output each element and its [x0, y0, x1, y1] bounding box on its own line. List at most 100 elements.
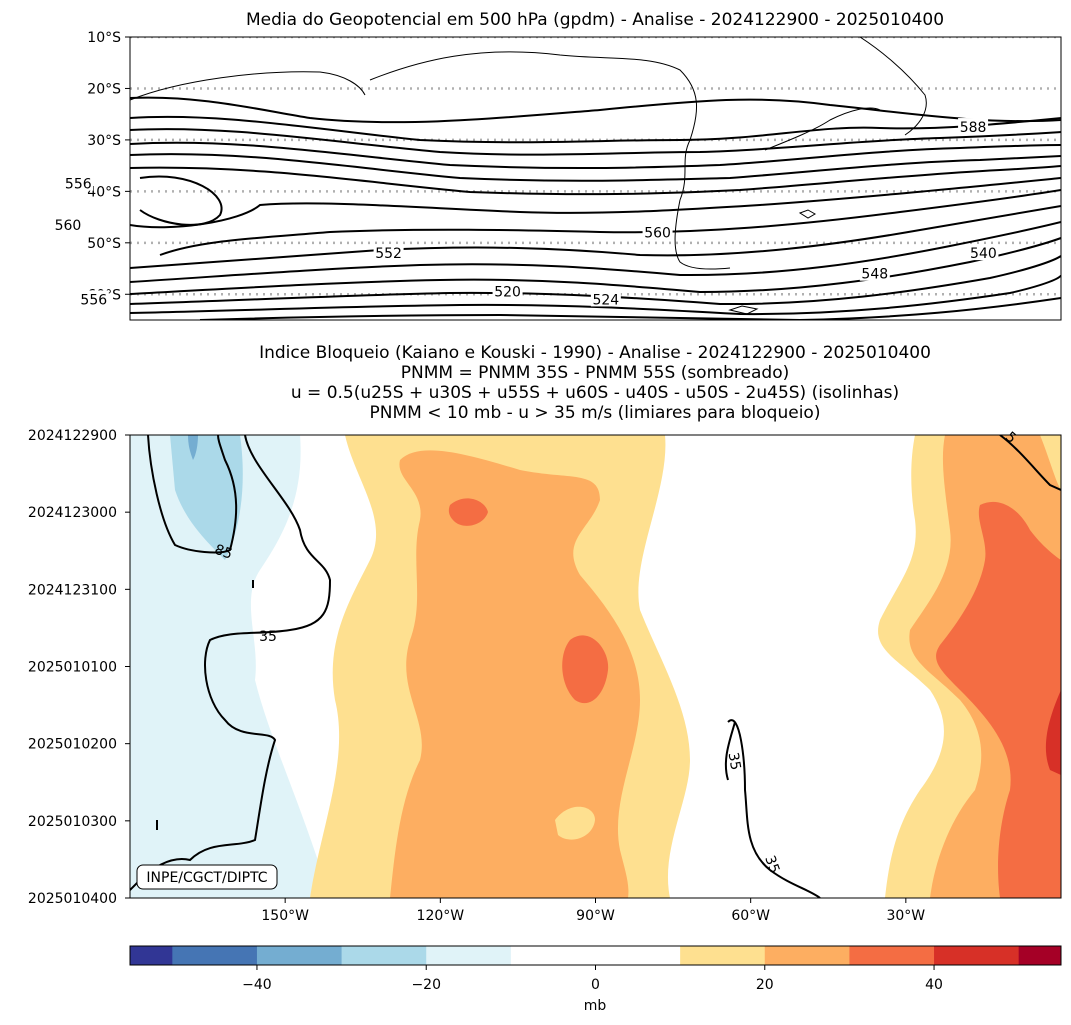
colorbar-segment	[172, 946, 258, 965]
contour-label: 556	[65, 177, 92, 193]
contour-label-bg	[968, 244, 999, 261]
y-tick-label: 2024122900	[28, 428, 117, 444]
shade-red-patch	[562, 635, 609, 704]
geopotential-map: 10°S20°S30°S40°S50°S60°S 588556560560552…	[52, 30, 1062, 321]
hovmoller-y-axis: 2024122900 2024123000 2024123100 2025010100…	[28, 428, 130, 907]
contour-label-bg	[373, 244, 404, 261]
contour-line	[130, 141, 1061, 170]
contour-label-bg	[958, 118, 989, 135]
contour-line	[130, 274, 1061, 316]
contour-line	[130, 237, 1061, 295]
contour-label: 524	[592, 292, 619, 308]
y-tick-label: 30°S	[87, 133, 121, 149]
contour-label: 540	[970, 246, 997, 262]
hovmoller-title-line-2: PNMM = PNMM 35S - PNMM 55S (sombreado)	[400, 363, 790, 383]
contour-label-bg	[859, 264, 890, 281]
contour-line	[130, 165, 1061, 196]
y-tick-label: 2025010400	[28, 891, 117, 907]
shade-light-blue	[130, 435, 330, 898]
hovmoller-title: Indice Bloqueio (Kaiano e Kouski - 1990)…	[0, 343, 1071, 423]
colorbar-segment	[849, 946, 935, 965]
contour-label: 520	[494, 285, 521, 301]
isoline-35-left	[130, 435, 332, 891]
isoline-5-right	[999, 435, 1061, 491]
colorbar: −40 −20 0 20 40	[129, 945, 1062, 993]
colorbar-segment	[341, 946, 427, 965]
contour-line	[130, 128, 1061, 156]
colorbar-tick-label: 20	[756, 977, 774, 993]
contour-line	[130, 153, 1061, 182]
contour-label: 560	[55, 218, 82, 234]
y-tick-label: 2024123100	[28, 582, 117, 598]
contour-label-bg	[642, 223, 673, 240]
isoline-35-mid-2	[724, 721, 736, 781]
isoline-35-mid	[727, 719, 821, 898]
geopotential-contours	[130, 96, 1061, 320]
colorbar-tick-label: −40	[242, 977, 272, 993]
y-tick-label: 2025010300	[28, 814, 117, 830]
isoline-label: 35	[761, 854, 782, 876]
blocking-index-hovmoller: 2024122900 2024123000 2024123100 2025010100…	[28, 428, 1062, 924]
hovmoller-x-axis: 150°W 120°W 90°W 60°W 30°W	[261, 898, 925, 924]
isoline-label: 85	[212, 542, 234, 563]
shade-blue-core	[188, 435, 198, 460]
y-tick-label: 50°S	[87, 236, 121, 252]
contour-label: 548	[861, 267, 888, 283]
isoline-85	[147, 435, 238, 554]
hovmoller-content	[130, 435, 1061, 898]
y-tick-label: 2025010200	[28, 737, 117, 753]
y-tick-label: 10°S	[87, 30, 121, 46]
contour-line	[130, 177, 1061, 229]
colorbar-segment	[764, 946, 850, 965]
shade-red-right	[936, 501, 1061, 898]
y-tick-label: 2025010100	[28, 660, 117, 676]
colorbar-segment	[256, 946, 343, 965]
annotation-text: INPE/CGCT/DIPTC	[146, 870, 267, 886]
x-tick-label: 60°W	[731, 908, 770, 924]
contour-line	[199, 297, 1061, 320]
shade-yellow-island	[555, 806, 595, 840]
contour-line	[159, 189, 1061, 256]
latitude-gridlines	[130, 37, 1061, 296]
colorbar-tick-label: 40	[925, 977, 943, 993]
island-falklands	[798, 209, 817, 219]
x-tick-label: 90°W	[576, 908, 615, 924]
geopotential-contour-labels: 588 556 560 560 552 556 520 524 548 540	[52, 118, 999, 308]
contour-line	[130, 115, 1061, 144]
colorbar-segment	[130, 946, 173, 965]
contour-label-bg	[492, 282, 523, 299]
y-tick-label: 20°S	[87, 81, 121, 97]
wind-isolines	[130, 435, 1061, 898]
shade-mid-blue	[170, 435, 243, 560]
colorbar-tick-label: 0	[591, 977, 600, 993]
hovmoller-title-line-4: PNMM < 10 mb - u > 35 m/s (limiares para…	[369, 403, 821, 423]
contour-label: 560	[644, 226, 671, 242]
shade-red-patch	[448, 498, 488, 526]
contour-label-bg	[52, 215, 83, 232]
colorbar-tick-label: −20	[411, 977, 441, 993]
x-tick-label: 120°W	[417, 908, 465, 924]
isoline-label: 35	[259, 629, 277, 645]
shade-orange-center	[390, 450, 640, 898]
top-y-axis: 10°S20°S30°S40°S50°S60°S	[87, 30, 130, 303]
contour-label: 552	[375, 246, 402, 262]
x-tick-label: 150°W	[261, 908, 309, 924]
top-map-title: Media do Geopotencial em 500 hPa (gpdm) …	[245, 10, 945, 30]
map-frame	[129, 36, 1062, 321]
contour-label-bg	[590, 290, 621, 307]
contour-label-bg	[78, 290, 109, 307]
colorbar-segment	[934, 946, 1020, 965]
colorbar-label: mb	[584, 998, 607, 1014]
colorbar-segment	[426, 946, 512, 965]
inpe-annotation: INPE/CGCT/DIPTC	[136, 864, 278, 890]
contour-line	[139, 175, 223, 226]
contour-label: 556	[80, 292, 107, 308]
contour-line	[130, 221, 1061, 283]
island-georgia	[728, 305, 759, 315]
colorbar-segment	[680, 946, 766, 965]
contour-line	[130, 96, 1061, 124]
contour-line	[130, 255, 1061, 306]
y-tick-label: 2024123000	[28, 505, 117, 521]
contour-label-bg	[63, 174, 94, 191]
